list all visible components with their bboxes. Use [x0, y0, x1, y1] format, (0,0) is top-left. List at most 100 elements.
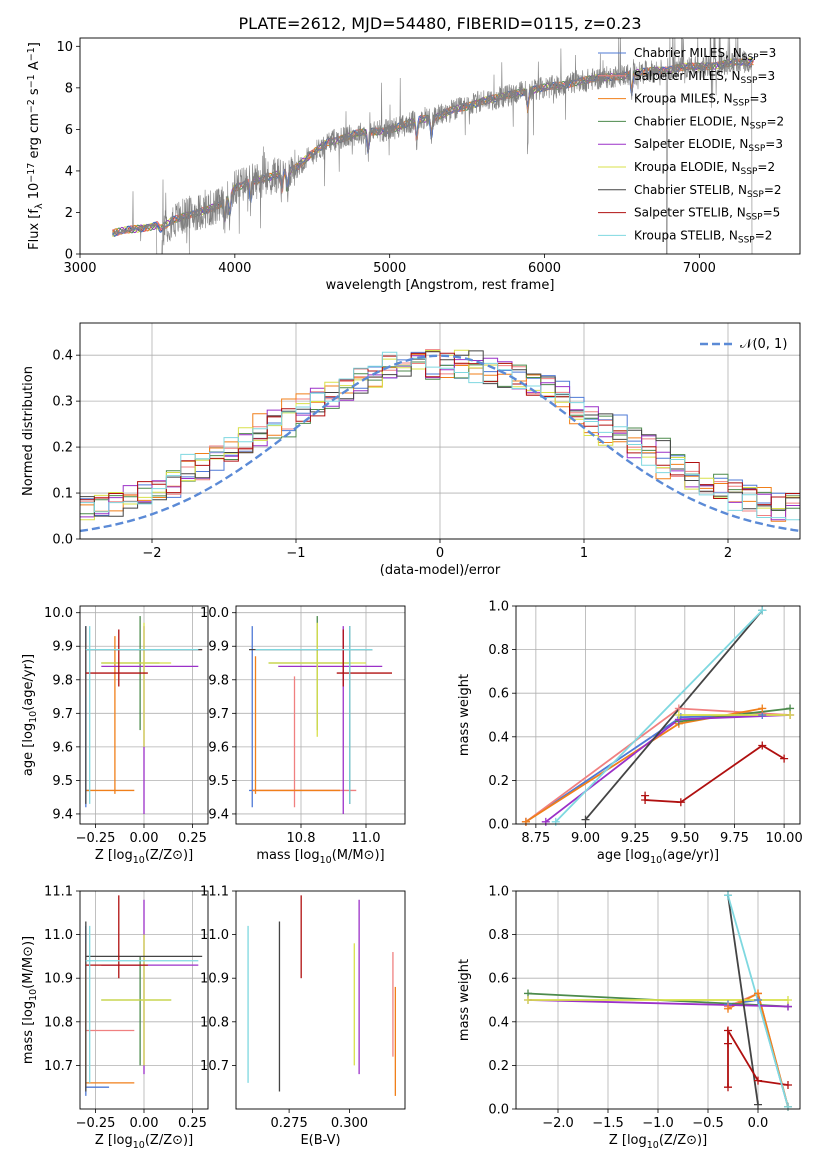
weight-marker: [754, 1076, 762, 1085]
x-axis-label: wavelength [Angstrom, rest frame]: [326, 278, 555, 293]
label-part: (Z/Z⊙)]: [145, 848, 193, 863]
y-tick-label: 0.0: [52, 533, 73, 548]
legend-sub: SSP: [733, 99, 750, 109]
y-tick-label: 0.2: [52, 441, 73, 456]
label-part: erg cm: [27, 113, 42, 162]
legend-count: =2: [764, 183, 782, 197]
x-tick-label: −1.5: [592, 1116, 624, 1131]
label-part: mass [log: [256, 848, 319, 863]
axes-frame: [79, 322, 801, 540]
legend-sub: SSP: [742, 53, 759, 63]
weight-marker: [754, 1100, 762, 1109]
weight-marker: [641, 796, 650, 805]
weight-marker: [784, 1102, 792, 1111]
x-tick-label: 0.25: [178, 1116, 207, 1131]
x-tick-label: 9.50: [670, 831, 699, 846]
legend-sub: SSP: [741, 167, 758, 177]
legend-count: =2: [766, 114, 784, 128]
y-tick-label: 10.8: [44, 1015, 73, 1030]
y-tick-label: 0.4: [488, 730, 509, 745]
x-tick-label: 4000: [218, 261, 251, 276]
label-part: ]: [27, 42, 42, 47]
label-part: −17: [26, 163, 37, 183]
label-part: mass weight: [457, 959, 472, 1041]
y-tick-label: 9.9: [208, 640, 229, 655]
x-tick-label: −0.25: [76, 831, 116, 846]
legend-entry: Kroupa ELODIE, NSSP=2: [634, 160, 775, 177]
y-tick-label: 11.0: [200, 928, 229, 943]
x-tick-label: 9.00: [571, 831, 600, 846]
label-part: 10: [133, 1140, 145, 1151]
legend-entry: Salpeter ELODIE, NSSP=3: [634, 137, 783, 154]
label-part: 10: [320, 855, 332, 866]
label-part: Normed distribution: [21, 366, 36, 496]
label-part: wavelength [Angstrom, rest frame]: [326, 278, 555, 293]
label-part: λ: [34, 203, 45, 209]
y-tick-label: 4: [65, 164, 73, 179]
weight-marker: [581, 815, 590, 824]
x-tick-label: 0.275: [271, 1116, 308, 1131]
x-tick-label: 11.0: [352, 831, 381, 846]
weight-marker: [724, 1039, 732, 1048]
y-tick-label: 10.8: [200, 1015, 229, 1030]
plot-area: [247, 895, 396, 1096]
weight-marker: [674, 711, 683, 719]
y-tick-label: 1.0: [488, 885, 509, 900]
label-part: age [log: [21, 723, 36, 776]
plot-area: [249, 616, 392, 814]
legend-sub: SSP: [750, 121, 767, 131]
legend-text: Chabrier STELIB, N: [634, 183, 747, 197]
weight-marker: [754, 989, 762, 998]
label-part: 10: [28, 711, 39, 723]
x-tick-label: 7000: [683, 261, 716, 276]
plot-area: [112, 38, 754, 254]
y-tick-label: 10.7: [200, 1059, 229, 1074]
legend-entry: Chabrier MILES, NSSP=3: [634, 46, 776, 63]
x-tick-label: 3000: [63, 261, 96, 276]
panel-residual-histogram: −2 −1 0 1 2 0.0 0.1 0.2 0.3 0.4 (data-model)/error…: [21, 322, 801, 578]
label-part: −2: [26, 99, 37, 113]
label-part: 10: [650, 855, 662, 866]
weight-line: [525, 707, 763, 823]
y-tick-label: 0.6: [488, 972, 509, 987]
y-tick-label: 9.8: [52, 673, 73, 688]
label-part: (M/M⊙)]: [332, 848, 385, 863]
axes-frame: [79, 37, 801, 255]
y-axis-label: mass weight: [457, 674, 472, 756]
x-tick-label: −0.5: [692, 1116, 724, 1131]
y-tick-label: 6: [65, 123, 73, 138]
legend-sub: SSP: [748, 144, 765, 154]
panel-age-vs-mass: 10.8 11.0 9.4 9.5 9.6 9.7 9.8 9.9 10.0 mass [log1…: [200, 605, 406, 866]
weight-marker: [676, 798, 685, 807]
legend-entry: Chabrier ELODIE, NSSP=2: [634, 114, 784, 131]
y-tick-label: 0: [65, 248, 73, 263]
x-axis-label: age [log10(age/yr)]: [597, 848, 719, 866]
x-tick-label: 0.300: [331, 1116, 368, 1131]
grid: [236, 606, 405, 824]
legend-text: Chabrier ELODIE, N: [634, 114, 750, 128]
x-tick-label: 2: [724, 546, 732, 561]
y-tick-label: 0.0: [488, 1103, 509, 1118]
weight-marker: [758, 704, 767, 713]
legend-entry: 𝒩(0, 1): [740, 337, 787, 352]
plot-area: [85, 616, 203, 814]
y-tick-label: 0.2: [488, 774, 509, 789]
x-tick-label: 5000: [373, 261, 406, 276]
label-part: Z [log: [609, 1133, 647, 1148]
axes-frame: [235, 890, 406, 1110]
legend-text: Kroupa MILES, N: [634, 92, 733, 106]
weight-marker: [724, 1004, 732, 1013]
weight-marker: [758, 741, 767, 750]
legend-count: =3: [765, 137, 783, 151]
label-part: s: [27, 88, 42, 99]
y-tick-label: 1.0: [488, 600, 509, 615]
y-tick-label: 9.4: [208, 807, 229, 822]
axes-frame: [79, 605, 209, 825]
y-tick-label: 10.0: [44, 606, 73, 621]
x-tick-label: −1.0: [642, 1116, 674, 1131]
legend-entry: Salpeter STELIB, NSSP=5: [634, 206, 780, 223]
data-spectrum: [112, 38, 754, 254]
